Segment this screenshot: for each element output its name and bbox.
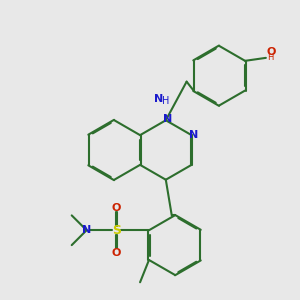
- Text: N: N: [154, 94, 163, 104]
- Text: N: N: [189, 130, 199, 140]
- Text: N: N: [82, 225, 91, 235]
- Text: S: S: [112, 224, 121, 237]
- Text: N: N: [163, 114, 172, 124]
- Text: O: O: [112, 203, 121, 213]
- Text: O: O: [112, 248, 121, 257]
- Text: O: O: [266, 47, 276, 57]
- Text: H: H: [162, 96, 169, 106]
- Text: H: H: [267, 53, 274, 62]
